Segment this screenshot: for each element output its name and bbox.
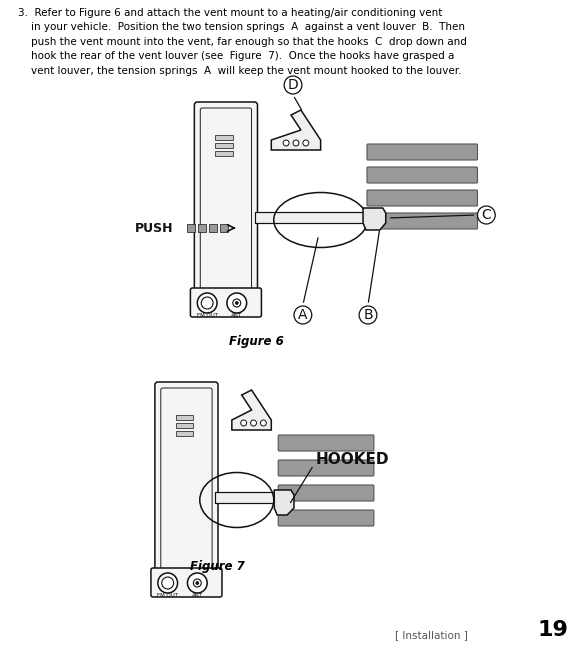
Circle shape xyxy=(196,582,199,584)
Bar xyxy=(209,224,217,232)
Polygon shape xyxy=(255,212,380,223)
Circle shape xyxy=(233,299,241,307)
Bar xyxy=(198,224,206,232)
Text: Figure 7: Figure 7 xyxy=(190,560,244,573)
FancyBboxPatch shape xyxy=(367,213,477,229)
FancyBboxPatch shape xyxy=(278,485,374,501)
Circle shape xyxy=(162,577,174,589)
Polygon shape xyxy=(363,208,386,230)
FancyBboxPatch shape xyxy=(194,102,258,298)
Circle shape xyxy=(197,293,217,313)
FancyBboxPatch shape xyxy=(367,190,477,206)
Text: B: B xyxy=(363,308,373,322)
Text: C: C xyxy=(481,208,491,222)
Circle shape xyxy=(283,140,289,146)
Polygon shape xyxy=(232,390,271,430)
Text: PUSH: PUSH xyxy=(135,221,174,234)
Circle shape xyxy=(303,140,309,146)
Circle shape xyxy=(201,297,213,309)
Bar xyxy=(215,135,233,140)
Bar xyxy=(220,224,228,232)
FancyBboxPatch shape xyxy=(367,144,477,160)
FancyBboxPatch shape xyxy=(278,460,374,476)
FancyBboxPatch shape xyxy=(151,568,222,597)
Text: D: D xyxy=(288,78,298,92)
Polygon shape xyxy=(271,110,321,150)
Circle shape xyxy=(261,420,266,426)
Text: HOOKED: HOOKED xyxy=(316,453,389,468)
Text: 19: 19 xyxy=(537,620,568,640)
Text: ANT: ANT xyxy=(192,593,203,598)
Text: FM OUT: FM OUT xyxy=(197,313,218,318)
FancyBboxPatch shape xyxy=(278,510,374,526)
Text: 3.  Refer to Figure 6 and attach the vent mount to a heating/air conditioning ve: 3. Refer to Figure 6 and attach the vent… xyxy=(18,8,467,76)
Circle shape xyxy=(187,573,207,593)
Circle shape xyxy=(241,420,247,426)
FancyBboxPatch shape xyxy=(155,382,218,578)
Bar xyxy=(187,224,195,232)
FancyBboxPatch shape xyxy=(190,288,261,317)
Bar xyxy=(176,431,193,436)
Circle shape xyxy=(235,302,238,304)
Text: A: A xyxy=(298,308,308,322)
FancyBboxPatch shape xyxy=(367,167,477,183)
Bar xyxy=(176,423,193,428)
Circle shape xyxy=(193,579,201,587)
Text: Figure 6: Figure 6 xyxy=(229,335,284,348)
Text: ANT: ANT xyxy=(231,313,242,318)
Circle shape xyxy=(251,420,257,426)
Circle shape xyxy=(293,140,299,146)
FancyBboxPatch shape xyxy=(278,435,374,451)
Bar xyxy=(215,143,233,148)
Polygon shape xyxy=(215,492,291,503)
Text: FM OUT: FM OUT xyxy=(157,593,178,598)
Bar xyxy=(176,415,193,420)
Text: [ Installation ]: [ Installation ] xyxy=(394,630,467,640)
Polygon shape xyxy=(274,490,294,515)
Bar xyxy=(215,151,233,156)
Circle shape xyxy=(227,293,247,313)
Circle shape xyxy=(158,573,178,593)
